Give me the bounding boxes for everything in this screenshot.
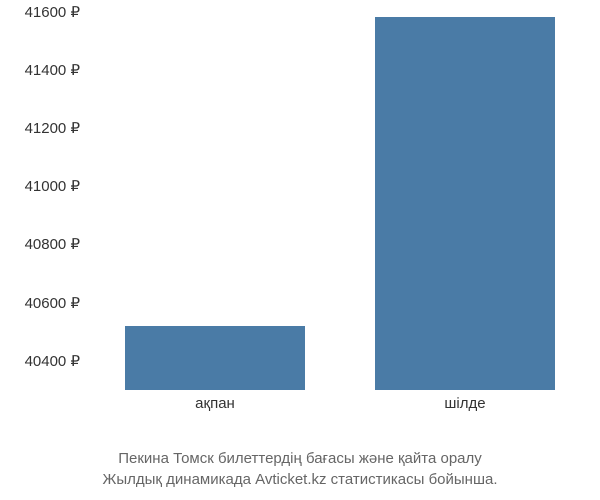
x-tick-label: шілде bbox=[444, 395, 485, 412]
y-tick-label: 40400 ₽ bbox=[25, 352, 80, 370]
bar bbox=[125, 326, 305, 390]
y-tick-label: 40600 ₽ bbox=[25, 294, 80, 312]
y-tick-label: 40800 ₽ bbox=[25, 235, 80, 253]
y-tick-label: 41200 ₽ bbox=[25, 119, 80, 137]
bar bbox=[375, 17, 555, 390]
chart-container: 40400 ₽ 40600 ₽ 40800 ₽ 41000 ₽ 41200 ₽ 41400… bbox=[0, 0, 600, 420]
caption-line-2: Жылдық динамикада Avticket.kz статистика… bbox=[0, 469, 600, 490]
chart-caption: Пекина Томск билеттердің бағасы және қай… bbox=[0, 448, 600, 490]
x-tick-label: ақпан bbox=[195, 395, 235, 412]
y-tick-label: 41000 ₽ bbox=[25, 177, 80, 195]
plot-area bbox=[90, 0, 590, 390]
caption-line-1: Пекина Томск билеттердің бағасы және қай… bbox=[0, 448, 600, 469]
y-tick-label: 41600 ₽ bbox=[25, 3, 80, 21]
x-axis: ақпан шілде bbox=[90, 395, 590, 425]
y-tick-label: 41400 ₽ bbox=[25, 61, 80, 79]
y-axis: 40400 ₽ 40600 ₽ 40800 ₽ 41000 ₽ 41200 ₽ 41400… bbox=[0, 0, 90, 390]
